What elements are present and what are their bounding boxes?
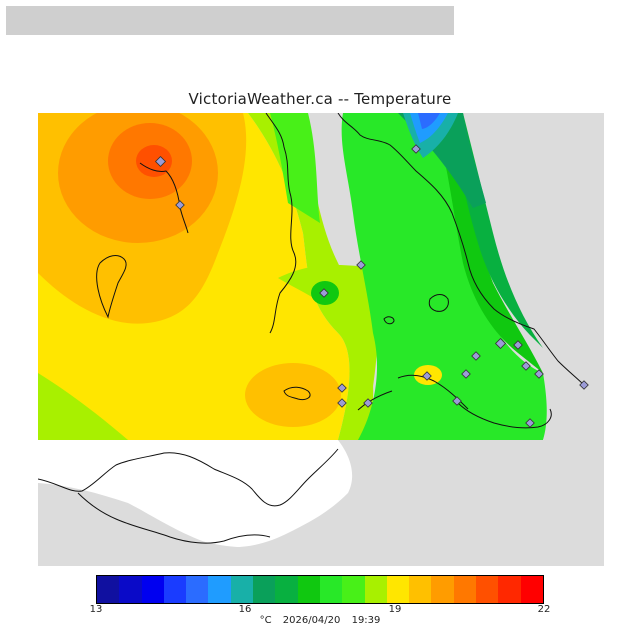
legend-swatch xyxy=(453,576,477,603)
legend-swatch xyxy=(186,576,209,603)
station-marker[interactable] xyxy=(525,418,535,428)
legend-swatch xyxy=(431,576,454,603)
southern-coastline xyxy=(37,448,339,544)
station-marker[interactable] xyxy=(363,398,373,408)
legend-tick-label: 19 xyxy=(388,604,402,615)
date-label: 2026/04/20 xyxy=(282,615,341,626)
legend-swatch xyxy=(275,576,298,603)
legend-swatch xyxy=(208,576,231,603)
station-marker[interactable] xyxy=(471,351,481,361)
cool-field xyxy=(311,113,547,440)
legend-footer: °C 2026/04/20 19:39 xyxy=(0,615,640,626)
map-canvas xyxy=(37,103,604,566)
legend-swatch xyxy=(319,576,343,603)
legend-swatch xyxy=(297,576,320,603)
station-marker[interactable] xyxy=(422,371,432,381)
legend-color-bar xyxy=(96,575,544,604)
time-label: 19:39 xyxy=(351,615,381,626)
coastlines xyxy=(96,112,585,429)
station-marker[interactable] xyxy=(534,369,544,379)
legend-swatch xyxy=(476,576,499,603)
legend-shadow xyxy=(6,6,454,35)
unit-label: °C xyxy=(259,615,272,626)
station-marker[interactable] xyxy=(319,288,329,298)
legend-swatch xyxy=(97,576,120,603)
legend-tick-label: 16 xyxy=(238,604,252,615)
legend-swatch xyxy=(498,576,521,603)
legend-swatch xyxy=(520,576,543,603)
warm-field xyxy=(38,103,350,440)
station-marker[interactable] xyxy=(337,383,347,393)
station-marker[interactable] xyxy=(356,260,366,270)
legend-swatch xyxy=(364,576,387,603)
weather-stations xyxy=(154,144,589,428)
station-marker[interactable] xyxy=(579,380,589,390)
map-title: VictoriaWeather.ca -- Temperature xyxy=(188,90,452,108)
legend-swatch xyxy=(342,576,365,603)
legend-swatch xyxy=(409,576,432,603)
legend-swatch xyxy=(141,576,164,603)
legend-swatch xyxy=(253,576,276,603)
legend-swatch xyxy=(163,576,187,603)
legend-tick-label: 22 xyxy=(537,604,551,615)
station-marker[interactable] xyxy=(494,337,507,350)
temperature-map xyxy=(37,103,604,566)
station-marker[interactable] xyxy=(411,144,421,154)
station-marker[interactable] xyxy=(154,155,167,168)
station-marker[interactable] xyxy=(337,398,347,408)
station-marker[interactable] xyxy=(521,361,531,371)
legend-swatch xyxy=(119,576,142,603)
legend-swatch xyxy=(386,576,410,603)
legend-tick-label: 13 xyxy=(89,604,103,615)
station-marker[interactable] xyxy=(513,340,523,350)
station-marker[interactable] xyxy=(452,396,462,406)
station-marker[interactable] xyxy=(175,200,185,210)
map-masks xyxy=(38,113,604,566)
temperature-legend xyxy=(96,575,544,604)
station-marker[interactable] xyxy=(461,369,471,379)
legend-swatch xyxy=(230,576,254,603)
